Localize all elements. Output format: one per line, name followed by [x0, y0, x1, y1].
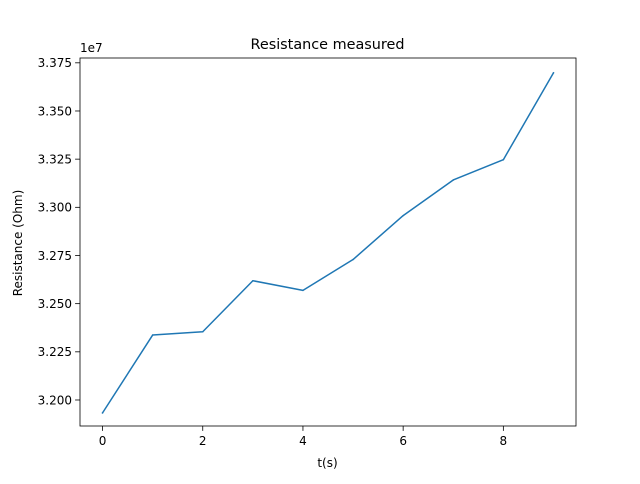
y-tick-label: 3.375 [38, 56, 72, 70]
x-tick-label: 0 [99, 434, 107, 448]
data-point [502, 158, 505, 161]
y-tick-label: 3.325 [38, 152, 72, 166]
data-point [202, 331, 204, 333]
data-point [151, 334, 154, 336]
x-tick-label: 8 [500, 434, 508, 448]
data-point [402, 214, 404, 217]
y-tick-label: 3.250 [38, 297, 72, 311]
y-axis-offset-label: 1e7 [80, 41, 103, 55]
x-tick-label: 6 [399, 434, 407, 448]
x-axis-label: t(s) [317, 456, 337, 470]
data-point [452, 179, 454, 181]
y-axis-label: Resistance (Ohm) [11, 190, 25, 297]
x-tick-label: 2 [199, 434, 207, 448]
data-point [101, 412, 104, 414]
y-tick-label: 3.200 [38, 393, 72, 407]
y-tick-label: 3.275 [38, 249, 72, 263]
chart-title: Resistance measured [250, 37, 404, 53]
y-tick-label: 3.350 [38, 104, 72, 118]
axes-frame [79, 57, 577, 427]
plot-area: 0 2 4 6 8 3.200 3.225 3.250 3.275 3.300 3.325 3.350… [38, 56, 577, 448]
data-point [352, 258, 354, 261]
series-line-0 [101, 71, 555, 414]
y-tick-label: 3.300 [38, 201, 72, 215]
data-point [252, 279, 254, 282]
data-point [302, 289, 304, 292]
x-tick-label: 4 [299, 434, 307, 448]
y-tick-label: 3.225 [38, 345, 72, 359]
data-point [552, 72, 555, 74]
